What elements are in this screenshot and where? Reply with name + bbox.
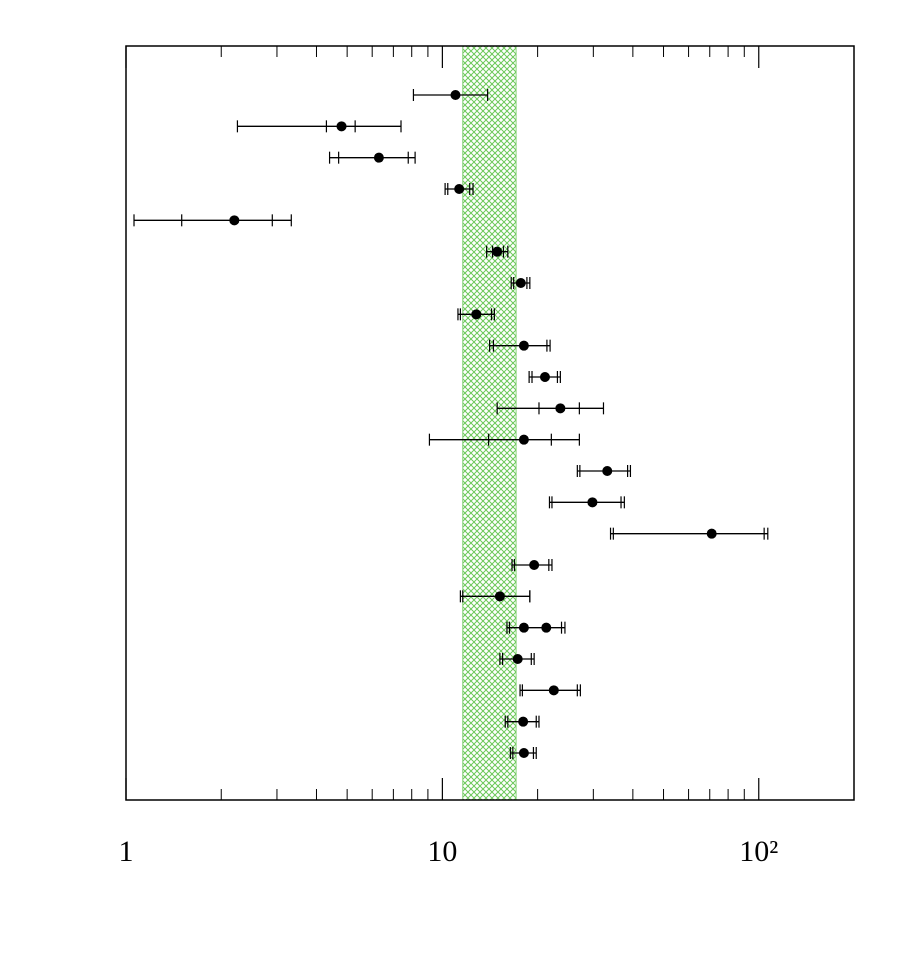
point bbox=[539, 372, 550, 382]
point bbox=[515, 278, 526, 288]
band bbox=[462, 45, 517, 801]
point bbox=[518, 716, 529, 727]
x-tick-label: 10² bbox=[739, 835, 778, 868]
point bbox=[518, 622, 529, 633]
point bbox=[454, 184, 465, 194]
point bbox=[529, 560, 540, 570]
x-tick-label: 10 bbox=[427, 835, 457, 868]
point bbox=[518, 748, 529, 758]
point bbox=[518, 434, 529, 445]
band-layer bbox=[462, 45, 517, 801]
point bbox=[336, 121, 347, 132]
point bbox=[229, 215, 240, 226]
point bbox=[494, 591, 505, 602]
point bbox=[450, 90, 461, 100]
point bbox=[492, 246, 503, 257]
point bbox=[373, 152, 384, 163]
point bbox=[555, 403, 566, 414]
point bbox=[548, 685, 559, 696]
point bbox=[587, 497, 598, 508]
point bbox=[518, 340, 529, 351]
point bbox=[541, 622, 552, 633]
plot-frame bbox=[125, 45, 855, 801]
point bbox=[706, 528, 717, 539]
point bbox=[602, 466, 613, 476]
mark-layer bbox=[133, 89, 769, 759]
point bbox=[471, 309, 482, 320]
x-tick-label: 1 bbox=[119, 835, 134, 868]
point bbox=[512, 654, 523, 664]
